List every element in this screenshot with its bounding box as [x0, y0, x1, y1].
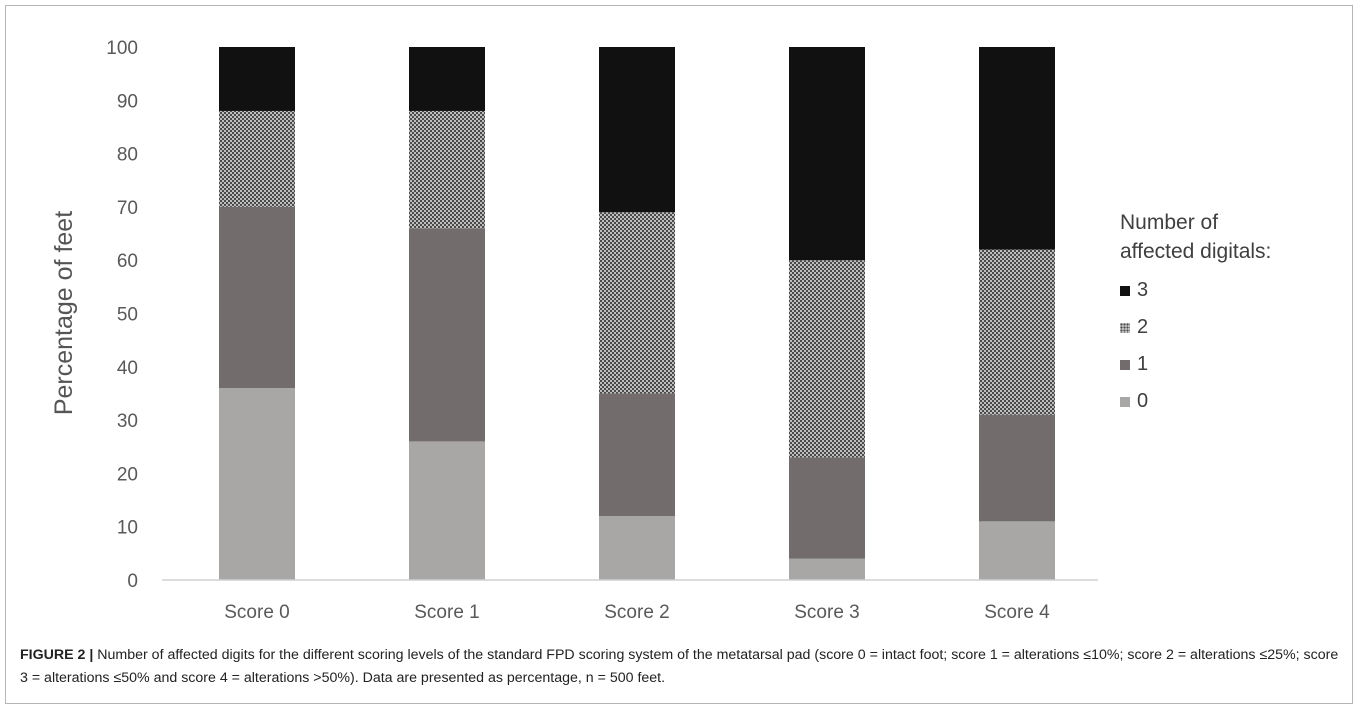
bar-segment-3-3	[789, 47, 865, 261]
legend: Number of affected digitals: 3 2 1 0	[1120, 208, 1271, 420]
x-tick-label: Score 4	[984, 602, 1050, 623]
bar-segment-0-1	[409, 441, 485, 580]
y-tick-label: 40	[117, 358, 138, 379]
bar-segment-1-0	[219, 206, 295, 389]
legend-title-line-1: Number of	[1120, 211, 1219, 234]
bar-segment-2-0	[219, 110, 295, 207]
bar-segment-3-0	[219, 47, 295, 111]
legend-swatch	[1120, 285, 1130, 296]
figure-caption: FIGURE 2 | Number of affected digits for…	[20, 644, 1340, 690]
figure-frame	[5, 5, 1353, 704]
caption-label: FIGURE 2 |	[20, 647, 94, 663]
y-tick-label: 80	[117, 145, 138, 166]
legend-swatch	[1120, 359, 1130, 370]
y-tick-label: 100	[106, 38, 138, 59]
y-tick-label: 90	[117, 91, 138, 112]
y-tick-label: 60	[117, 251, 138, 272]
legend-item-1: 1	[1120, 346, 1271, 383]
legend-title: Number of affected digitals:	[1120, 208, 1271, 266]
legend-label: 3	[1137, 279, 1149, 301]
bar-segment-0-0	[219, 388, 295, 580]
legend-swatch	[1120, 396, 1130, 407]
bars	[219, 47, 1055, 580]
bar-segment-1-4	[979, 414, 1055, 522]
bar-segment-1-1	[409, 228, 485, 442]
bar-segment-3-2	[599, 47, 675, 213]
bar-segment-0-3	[789, 558, 865, 580]
y-tick-label: 30	[117, 411, 138, 432]
bar-segment-3-4	[979, 47, 1055, 250]
bar-segment-1-3	[789, 457, 865, 559]
bar-segment-3-1	[409, 47, 485, 111]
y-tick-label: 70	[117, 198, 138, 219]
y-tick-label: 50	[117, 305, 138, 326]
legend-item-0: 0	[1120, 383, 1271, 420]
legend-title-line-2: affected digitals:	[1120, 240, 1272, 263]
y-tick-label: 10	[117, 518, 138, 539]
y-tick-label: 20	[117, 464, 138, 485]
y-axis-label: Percentage of feet	[50, 211, 78, 415]
bar-segment-2-1	[409, 110, 485, 229]
y-tick-label: 0	[127, 571, 138, 592]
legend-item-3: 3	[1120, 272, 1271, 309]
legend-label: 1	[1137, 353, 1149, 375]
bar-segment-1-2	[599, 393, 675, 517]
x-tick-label: Score 2	[604, 602, 669, 623]
bar-segment-2-2	[599, 212, 675, 394]
x-tick-label: Score 0	[224, 602, 289, 623]
legend-swatch	[1120, 322, 1130, 333]
legend-item-2: 2	[1120, 309, 1271, 346]
legend-items: 3 2 1 0	[1120, 272, 1271, 420]
bar-segment-2-4	[979, 249, 1055, 415]
bar-segment-2-3	[789, 260, 865, 458]
bar-segment-0-2	[599, 516, 675, 580]
x-axis: Score 0 Score 1 Score 2 Score 3 Score 4	[162, 579, 1098, 623]
legend-label: 0	[1137, 390, 1149, 412]
caption-text: Number of affected digits for the differ…	[20, 647, 1339, 686]
x-tick-label: Score 1	[414, 602, 479, 623]
y-axis: 0 10 20 30 40 50 60 70 80 90 100	[106, 38, 138, 592]
x-tick-label: Score 3	[794, 602, 859, 623]
bar-segment-0-4	[979, 521, 1055, 580]
legend-label: 2	[1137, 316, 1149, 338]
